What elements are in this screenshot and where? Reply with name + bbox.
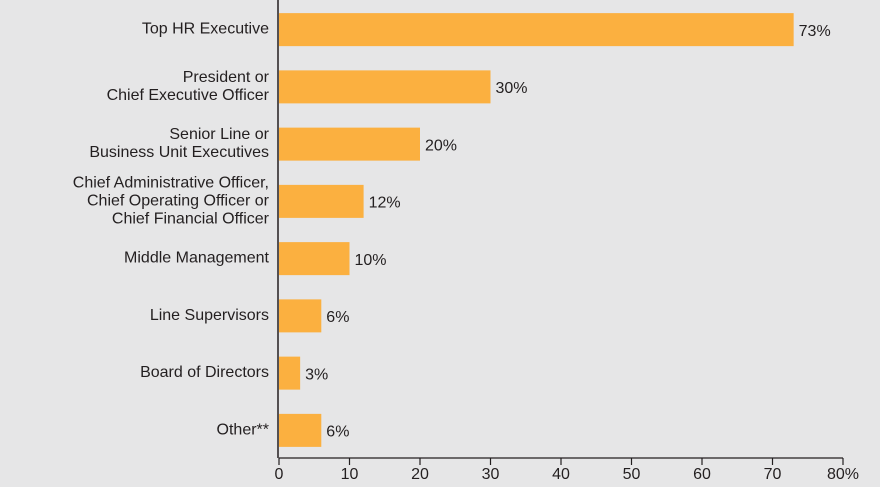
value-label: 6% (326, 424, 349, 441)
y-tick-label: President or Chief Executive Officer (107, 69, 270, 104)
x-tick-label: 30 (482, 466, 500, 483)
bar (279, 70, 491, 104)
x-tick-label: 20 (411, 466, 429, 483)
x-tick-label: 60 (693, 466, 711, 483)
bar (279, 413, 322, 447)
y-tick-label: Chief Administrative Officer, Chief Opera… (73, 175, 270, 228)
y-tick-label: Line Supervisors (150, 307, 269, 324)
value-label: 3% (305, 366, 328, 383)
y-tick-label: Board of Directors (140, 364, 269, 381)
bar (279, 242, 350, 276)
y-tick-label: Senior Line or Business Unit Executives (89, 126, 269, 161)
bar (279, 184, 364, 218)
value-label: 10% (355, 252, 387, 269)
bar (279, 13, 794, 47)
x-tick-label: 10 (341, 466, 359, 483)
value-label: 30% (496, 80, 528, 97)
value-label: 6% (326, 309, 349, 326)
x-tick-label: 80% (827, 466, 859, 483)
value-label: 73% (799, 23, 831, 40)
x-tick-label: 50 (623, 466, 641, 483)
x-tick-label: 0 (275, 466, 284, 483)
y-tick-label: Middle Management (124, 250, 270, 267)
bar (279, 356, 301, 390)
x-tick-label: 70 (764, 466, 782, 483)
value-label: 12% (369, 195, 401, 212)
y-tick-label: Other** (217, 422, 269, 439)
value-label: 20% (425, 137, 457, 154)
bar (279, 127, 420, 161)
bar (279, 299, 322, 333)
x-tick-label: 40 (552, 466, 570, 483)
y-tick-label: Top HR Executive (142, 21, 269, 38)
